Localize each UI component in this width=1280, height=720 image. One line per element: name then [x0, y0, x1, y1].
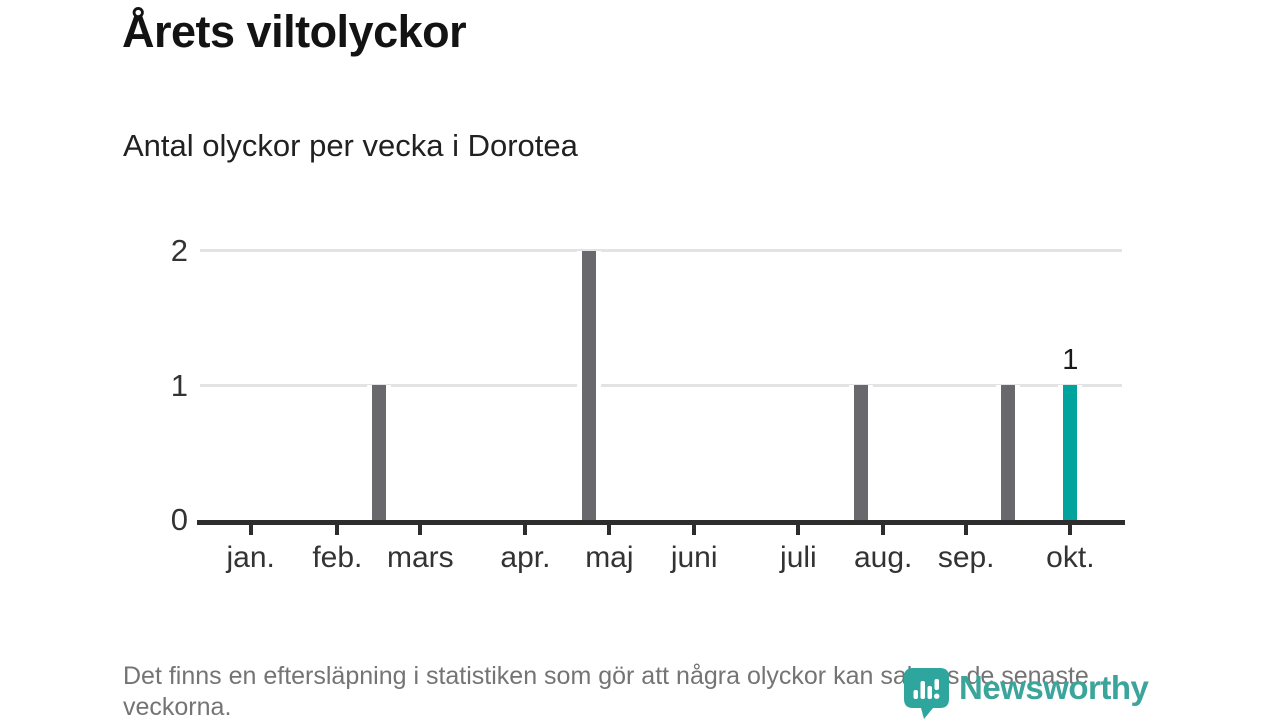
- x-tick: [335, 525, 340, 535]
- newsworthy-wordmark: Newsworthy: [959, 669, 1149, 706]
- x-tick: [692, 525, 697, 535]
- bar: [854, 385, 869, 520]
- bar: [582, 251, 597, 520]
- x-tick-label: jan.: [226, 541, 275, 574]
- x-tick-label: mars: [387, 541, 454, 574]
- x-tick: [523, 525, 528, 535]
- y-tick-label: 0: [170, 502, 188, 537]
- x-tick: [964, 525, 969, 535]
- chart-title: Årets viltolyckor: [122, 6, 467, 57]
- x-tick-label: feb.: [312, 541, 363, 574]
- bar-value-label: 1: [1062, 343, 1079, 376]
- x-tick-label: aug.: [853, 541, 913, 574]
- gridline-y-1: [200, 383, 1122, 387]
- x-tick-label: maj: [585, 541, 634, 574]
- y-tick-label: 2: [170, 233, 188, 268]
- plot-area: 0 1 2 jan. feb. mars apr. maj juni juli aug. sep. ok…: [171, 235, 1125, 574]
- x-tick: [881, 525, 886, 535]
- x-tick: [796, 525, 801, 535]
- y-tick-label: 1: [170, 367, 188, 403]
- chart-subtitle: Antal olyckor per vecka i Dorotea: [123, 128, 578, 163]
- x-tick: [418, 525, 423, 535]
- newsworthy-logo: Newsworthy: [903, 667, 1149, 720]
- x-tick-label: juli: [780, 541, 817, 574]
- x-axis-line: [197, 520, 1125, 525]
- x-tick-label: sep.: [937, 541, 995, 574]
- x-tick: [607, 525, 612, 535]
- x-tick-label: okt.: [1046, 541, 1095, 574]
- x-tick: [1068, 525, 1073, 535]
- newsworthy-pin-barchart-icon: [904, 668, 949, 719]
- x-tick-label: juni: [670, 541, 718, 574]
- bar-highlighted: [1063, 385, 1078, 520]
- bar: [371, 385, 386, 520]
- x-tick-label: apr.: [500, 541, 551, 574]
- x-tick: [248, 525, 253, 535]
- gridline-y-2: [200, 249, 1122, 252]
- bar: [1000, 385, 1015, 520]
